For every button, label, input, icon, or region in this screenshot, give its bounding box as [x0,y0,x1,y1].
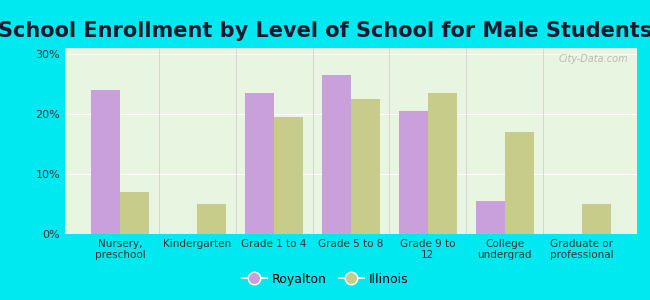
Bar [322,75,351,234]
Bar [197,204,226,234]
Bar [582,204,611,234]
Bar [398,111,428,234]
Bar [91,90,120,234]
Bar [428,93,457,234]
Bar [245,93,274,234]
Legend: Royalton, Illinois: Royalton, Illinois [237,268,413,291]
Text: City-Data.com: City-Data.com [559,54,629,64]
Bar [505,132,534,234]
Bar [120,192,150,234]
Text: School Enrollment by Level of School for Male Students: School Enrollment by Level of School for… [0,21,650,41]
Bar [274,117,304,234]
Bar [351,99,380,234]
Bar [476,201,505,234]
